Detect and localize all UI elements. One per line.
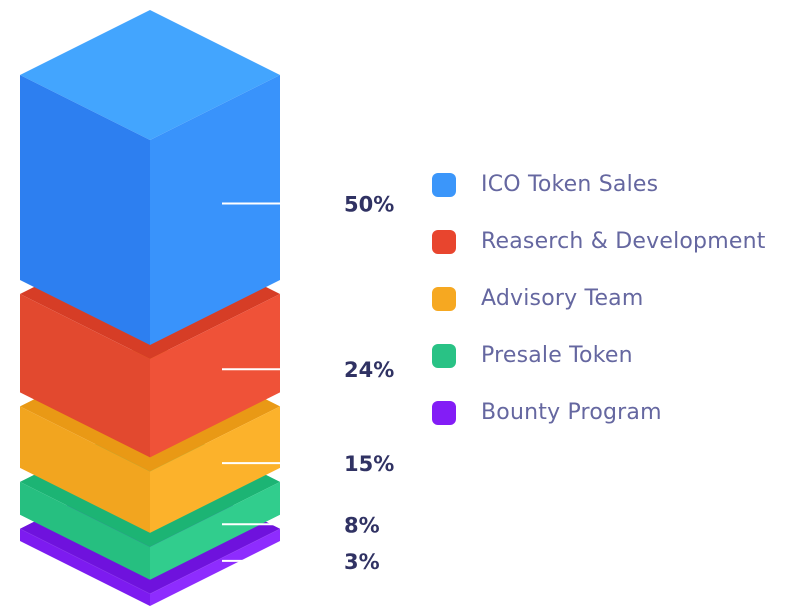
segment-2-left-face (20, 406, 150, 533)
legend-item-ico-token-sales: ICO Token Sales (432, 173, 766, 197)
legend-swatch-advisory-team (432, 287, 456, 311)
legend-label-bounty-program: Bounty Program (481, 400, 662, 425)
legend-item-research-development: Reaserch & Development (432, 230, 766, 254)
legend-swatch-presale-token (432, 344, 456, 368)
legend-label-presale-token: Presale Token (481, 343, 633, 368)
legend-swatch-research-development (432, 230, 456, 254)
percent-label-4: 3% (344, 550, 380, 574)
segment-4-right-face (150, 528, 280, 606)
legend-label-research-development: Reaserch & Development (481, 229, 766, 254)
segment-2-right-face (150, 406, 280, 533)
percent-label-0: 50% (344, 193, 394, 217)
legend-label-ico-token-sales: ICO Token Sales (481, 172, 659, 197)
legend-item-advisory-team: Advisory Team (432, 287, 766, 311)
legend-item-presale-token: Presale Token (432, 344, 766, 368)
percent-label-2: 15% (344, 452, 394, 476)
segment-0-right-face (150, 75, 280, 345)
legend-swatch-ico-token-sales (432, 173, 456, 197)
segment-4-left-face (20, 528, 150, 606)
legend-item-bounty-program: Bounty Program (432, 401, 766, 425)
segment-1-left-face (20, 294, 150, 458)
chart-legend: ICO Token Sales Reaserch & Development A… (432, 173, 766, 425)
segment-1-right-face (150, 294, 280, 458)
segment-0-left-face (20, 75, 150, 345)
segment-3-right-face (150, 481, 280, 580)
segment-3-left-face (20, 481, 150, 580)
legend-label-advisory-team: Advisory Team (481, 286, 644, 311)
percent-label-1: 24% (344, 358, 394, 382)
legend-swatch-bounty-program (432, 401, 456, 425)
percent-label-3: 8% (344, 513, 380, 537)
